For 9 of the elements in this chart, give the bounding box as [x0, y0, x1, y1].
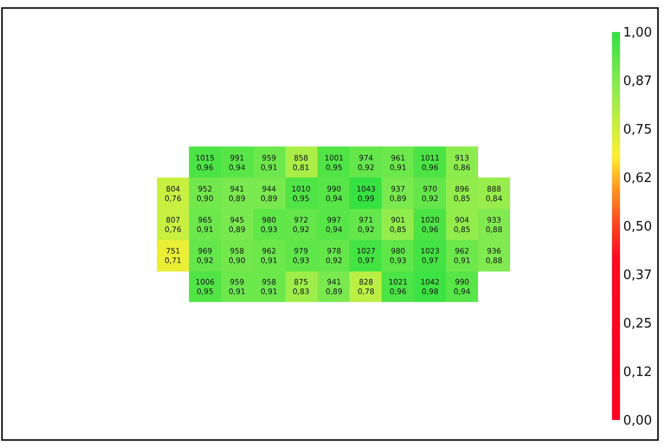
color-bar-label: 0,37 — [623, 268, 652, 284]
color-bar-label: 0,87 — [623, 74, 652, 90]
color-bar-label: 0,50 — [623, 220, 652, 235]
color-bar-label: 0,00 — [623, 414, 652, 429]
color-bar-label: 0,62 — [623, 171, 652, 186]
color-bar-label: 0,12 — [623, 365, 652, 380]
color-bar-label: 0,75 — [623, 122, 652, 138]
color-bar-label: 1,00 — [623, 26, 652, 41]
color-bar-label: 0,25 — [623, 316, 652, 332]
